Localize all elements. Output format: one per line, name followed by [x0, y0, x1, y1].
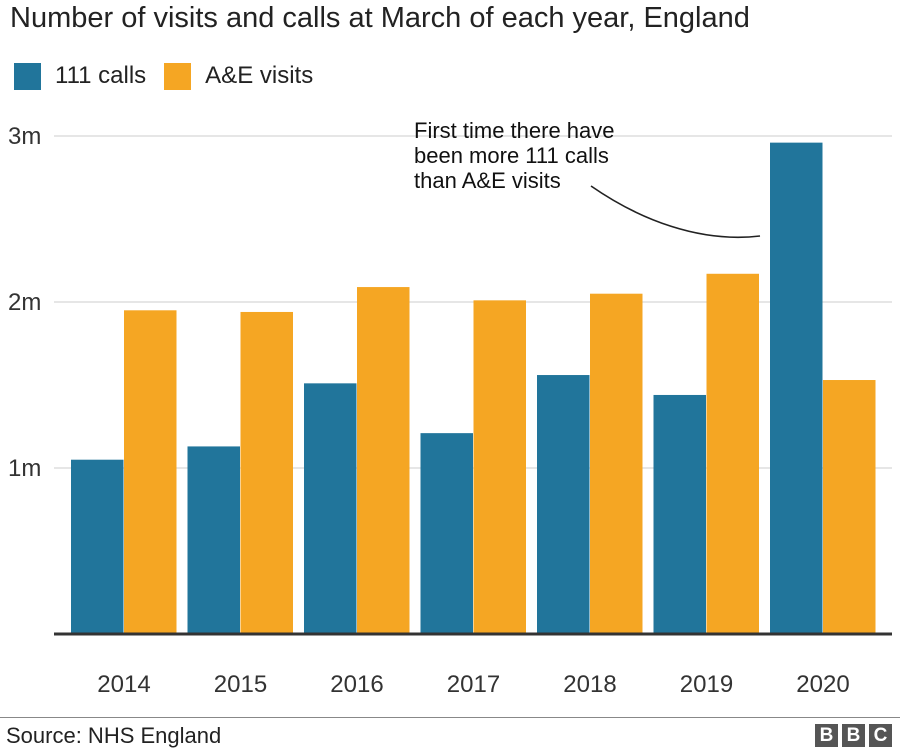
bar-111-calls: [187, 446, 240, 634]
bar-ae-visits: [240, 311, 293, 634]
y-tick-label: 2m: [8, 289, 41, 316]
x-tick-label: 2016: [330, 671, 383, 698]
bbc-logo-letter: B: [842, 724, 865, 747]
legend-swatch-calls: [14, 62, 41, 90]
bbc-logo: B B C: [811, 724, 892, 747]
bar-111-calls: [537, 375, 590, 634]
annotation-pointer-line: [590, 185, 761, 239]
legend-label-visits: A&E visits: [205, 62, 314, 89]
bar-chart: 1m 2m 3m 2014 2015 2016 2017 2018 2019 2020 First…: [8, 118, 892, 698]
bar-ae-visits: [590, 293, 643, 634]
annotation-text: been more 111 calls: [414, 143, 609, 168]
annotation-text: than A&E visits: [414, 168, 561, 193]
x-tick-label: 2017: [447, 671, 500, 698]
bar-111-calls: [304, 383, 357, 634]
bar-111-calls: [770, 142, 823, 634]
legend: 111 calls A&E visits: [14, 60, 331, 92]
legend-label-calls: 111 calls: [55, 62, 147, 89]
bar-ae-visits: [473, 300, 526, 634]
bar-ae-visits: [706, 273, 759, 634]
y-tick-label: 3m: [8, 123, 41, 150]
x-tick-label: 2018: [563, 671, 616, 698]
bar-111-calls: [71, 459, 124, 634]
chart-title: Number of visits and calls at March of e…: [10, 2, 750, 34]
legend-swatch-visits: [164, 62, 192, 90]
bar-ae-visits: [823, 380, 876, 634]
source-note: Source: NHS England: [6, 723, 222, 748]
annotation-text: First time there have: [414, 118, 615, 143]
x-tick-label: 2015: [214, 671, 267, 698]
legend-item-visits: A&E visits: [164, 62, 313, 90]
x-tick-label: 2019: [680, 671, 733, 698]
footer-divider: [0, 717, 900, 718]
x-tick-label: 2020: [796, 671, 849, 698]
bar-111-calls: [653, 394, 706, 634]
legend-item-calls: 111 calls: [14, 62, 146, 90]
bar-ae-visits: [124, 310, 177, 634]
y-tick-label: 1m: [8, 455, 41, 482]
bar-111-calls: [420, 433, 473, 634]
bbc-logo-letter: B: [815, 724, 838, 747]
bbc-logo-letter: C: [869, 724, 892, 747]
bar-ae-visits: [357, 287, 410, 634]
x-tick-label: 2014: [97, 671, 150, 698]
